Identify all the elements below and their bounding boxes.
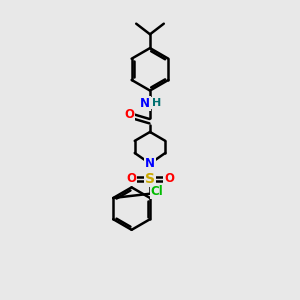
Text: N: N [145,157,155,170]
Text: Cl: Cl [151,185,164,198]
Text: O: O [126,172,136,185]
Text: O: O [124,109,134,122]
Text: O: O [164,172,174,185]
Text: H: H [152,98,161,108]
Text: N: N [140,97,150,110]
Text: S: S [145,172,155,186]
